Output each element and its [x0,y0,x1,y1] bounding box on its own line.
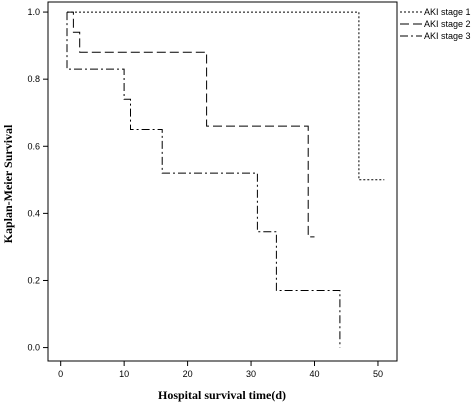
x-tick-labels: 0 10 20 30 40 50 [58,369,383,379]
y-axis-title: Kaplan-Meier Survival [1,124,15,243]
x-axis-title: Hospital survival time(d) [158,388,286,402]
y-tick-label: 0.2 [27,275,40,285]
x-tick-label: 10 [119,369,129,379]
x-tick-label: 50 [373,369,383,379]
legend-label: AKI stage 2 [424,19,471,29]
y-tick-label: 1.0 [27,7,40,17]
y-tick-label: 0.8 [27,74,40,84]
x-tick-label: 40 [310,369,320,379]
axis-ticks [43,11,379,366]
y-tick-label: 0.6 [27,141,40,151]
y-tick-labels: 0.0 0.2 0.4 0.6 0.8 1.0 [27,7,40,353]
x-tick-label: 0 [58,369,63,379]
y-tick-label: 0.4 [27,208,40,218]
series-line-stage-2 [67,11,315,238]
x-tick-label: 20 [183,369,193,379]
legend: AKI stage 1 AKI stage 2 AKI stage 3 [400,7,471,41]
survival-curves [66,11,385,348]
x-tick-label: 30 [246,369,256,379]
series-line-stage-1 [67,11,385,181]
legend-label: AKI stage 1 [424,7,471,17]
plot-frame [47,1,398,362]
series-line-stage-3 [66,12,341,348]
legend-label: AKI stage 3 [424,31,471,41]
y-tick-label: 0.0 [27,343,40,353]
